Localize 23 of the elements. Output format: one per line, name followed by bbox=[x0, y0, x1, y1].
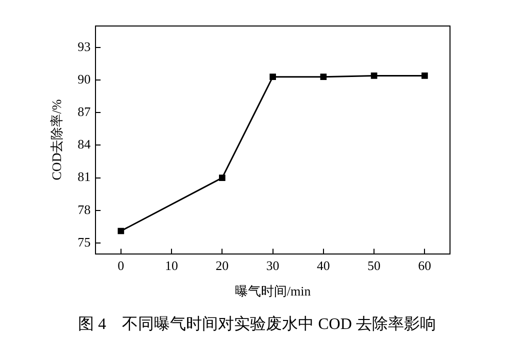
x-tick-label: 20 bbox=[216, 258, 229, 274]
x-tick-label: 10 bbox=[165, 258, 178, 274]
x-tick-label: 50 bbox=[368, 258, 381, 274]
y-tick-label: 87 bbox=[78, 104, 92, 120]
x-tick-label: 30 bbox=[266, 258, 280, 274]
point bbox=[270, 74, 276, 80]
x-tick-label: 40 bbox=[316, 258, 330, 274]
text: 图 4 不同曝气时间对实验废水中 COD 去除率影响 bbox=[77, 314, 437, 335]
y-axis-title: COD去除率/% bbox=[49, 99, 64, 180]
point bbox=[422, 72, 428, 79]
y-tick-label: 78 bbox=[78, 202, 91, 217]
y-tick-label: 75 bbox=[78, 234, 91, 250]
y-tick-label: 90 bbox=[78, 72, 91, 87]
point bbox=[320, 74, 327, 80]
point bbox=[370, 72, 378, 79]
x-axis-title: 曝气时间/min bbox=[234, 284, 312, 299]
y-tick-label: 84 bbox=[78, 136, 92, 152]
point bbox=[118, 228, 124, 234]
y-tick-label: 93 bbox=[78, 38, 91, 54]
point bbox=[218, 174, 226, 181]
x-tick-label: 60 bbox=[418, 258, 432, 274]
x-tick-label: 0 bbox=[118, 258, 124, 274]
y-tick-label: 81 bbox=[78, 169, 91, 184]
